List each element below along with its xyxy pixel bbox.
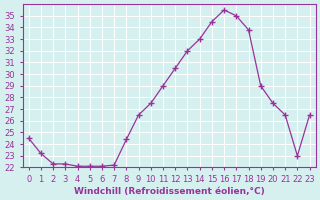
X-axis label: Windchill (Refroidissement éolien,°C): Windchill (Refroidissement éolien,°C): [74, 187, 265, 196]
